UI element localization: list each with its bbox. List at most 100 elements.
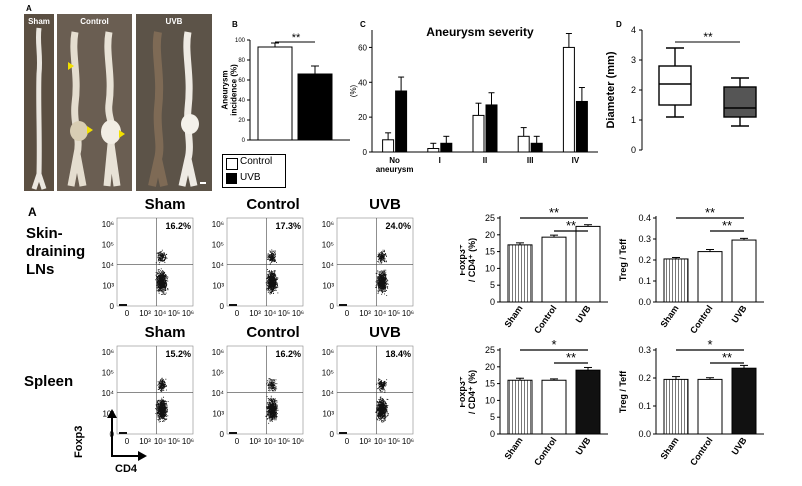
b-ytick-label: 60 — [238, 78, 245, 84]
facs-xtick-label: 0 — [345, 437, 350, 446]
facs-ytick-label: 10³ — [212, 282, 224, 291]
facs-percent-0: 16.2% — [165, 221, 191, 231]
row-label-line-2: draining — [26, 243, 86, 260]
facs-ytick-label: 0 — [330, 430, 335, 439]
chart-d-diameter-box: 0 1 2 3 4 Diameter (mm) ** — [605, 25, 757, 155]
bar-ytick-label: 0.1 — [638, 276, 651, 286]
bar-ytick-label: 20 — [485, 362, 495, 372]
bar-ylabel: Foxp3⁺/ CD4⁺ (%) — [460, 370, 477, 414]
bar-ytick-label: 0.4 — [638, 213, 651, 223]
bar-ytick-label: 10 — [485, 263, 495, 273]
sig-label-short: ** — [722, 218, 732, 233]
c-bar-uvb — [575, 100, 588, 153]
facs-ytick-label: 0 — [220, 430, 225, 439]
facs-percent-1: 17.3% — [275, 221, 301, 231]
facs-percent-0: 15.2% — [165, 349, 191, 359]
facs-xtick-label: 0 — [125, 437, 130, 446]
bar-ytick-label: 0 — [490, 429, 495, 439]
facs-dots — [155, 249, 169, 295]
c-xtick-label: I — [439, 156, 441, 165]
bar-xtick-label: UVB — [730, 303, 749, 325]
facs-xtick-label: 10³ — [359, 309, 371, 317]
facs-ytick-label: 0 — [330, 302, 335, 311]
b-bar-uvb — [297, 73, 333, 141]
facs-xtick-label: 10⁴ — [154, 309, 167, 317]
facs-ytick-label: 10⁴ — [102, 389, 115, 398]
sig-label-long: * — [707, 338, 712, 352]
col-head-uvb-1: UVB — [369, 196, 401, 213]
facs-xtick-label: 0 — [125, 309, 130, 317]
d-sig-label: ** — [703, 30, 713, 44]
col-head-sham-1: Sham — [144, 196, 186, 213]
legend-label-uvb: UVB — [240, 172, 261, 183]
facs-xtick-label: 10⁶ — [292, 309, 304, 317]
c-bar-control — [472, 114, 485, 153]
facs-ytick-label: 10⁵ — [102, 241, 114, 250]
facs-ytick-label: 10³ — [102, 282, 114, 291]
bar-ytick-label: 5 — [490, 412, 495, 422]
facs-dots — [265, 249, 279, 295]
c-bar-control — [517, 135, 530, 153]
b-ytick-label: 40 — [238, 98, 245, 104]
bar-xtick-label: Sham — [658, 303, 680, 329]
facs-xtick-label: 10⁶ — [402, 309, 414, 317]
facs-xtick-label: 10⁴ — [374, 437, 387, 446]
facs-ytick-label: 0 — [220, 302, 225, 311]
facs-xtick-label: 10⁶ — [402, 437, 414, 446]
bar-xtick-label: Control — [688, 435, 715, 467]
b-ylabel: Aneurysmincidence (%) — [221, 64, 239, 116]
bar-ytick-label: 15 — [485, 379, 495, 389]
chart-b-aneurysm-incidence: 0 20 40 60 80 100 ** Aneurysmincidence (%) — [221, 32, 350, 144]
facs-xtick-label: 10⁵ — [168, 437, 180, 446]
facs-ytick-label: 10⁴ — [322, 389, 335, 398]
row-label-spleen: Spleen — [24, 373, 74, 390]
bar-xtick-label: Sham — [658, 435, 680, 461]
chart-ln-foxp3: 0 5 10 15 20 25 Foxp3⁺/ CD4⁺ (%) Sham Control UVB… — [460, 206, 608, 335]
axis-arrows — [107, 409, 147, 461]
facs-xtick-label: 10³ — [139, 309, 151, 317]
row-label-line-3: LNs — [26, 261, 55, 278]
facs-plot-frame — [336, 217, 414, 307]
b-ytick-label: 80 — [238, 58, 245, 64]
facs-baseline-dots — [339, 432, 347, 434]
facs-dots — [155, 377, 169, 423]
facs-ytick-label: 10⁵ — [102, 369, 114, 378]
facs-baseline-dots — [119, 304, 127, 306]
bar-ytick-label: 0.1 — [638, 401, 651, 411]
bar-ytick-label: 0 — [490, 297, 495, 307]
bar-xtick-label: Control — [532, 303, 559, 335]
facs-ytick-label: 10³ — [322, 282, 334, 291]
facs-xtick-label: 10⁶ — [292, 437, 304, 446]
photo-sham: Sham — [24, 14, 54, 191]
facs-ytick-label: 10⁶ — [322, 220, 334, 229]
c-bar-uvb — [395, 90, 408, 153]
bar-sham — [663, 378, 689, 435]
facs-dots — [265, 378, 279, 424]
c-xtick-label: III — [527, 156, 534, 165]
row-label-line-1: Skin- — [26, 225, 63, 242]
bar-ylabel: Treg / Teff — [618, 370, 628, 413]
bar-xtick-label: Control — [532, 435, 559, 467]
legend-label-control: Control — [240, 156, 273, 167]
facs-ytick-label: 10⁶ — [212, 220, 224, 229]
b-bar-control — [257, 46, 293, 141]
c-bar-control — [382, 139, 395, 153]
facs-ytick-label: 10⁵ — [212, 369, 224, 378]
c-ytick-label: 20 — [358, 113, 367, 122]
facs-xtick-label: 10³ — [249, 437, 261, 446]
bar-xtick-label: Control — [688, 303, 715, 335]
bar-ytick-label: 0.0 — [638, 297, 651, 307]
bar-uvb — [731, 367, 757, 435]
legend-control-uvb: Control UVB — [222, 154, 286, 188]
c-bar-uvb — [440, 142, 453, 153]
legend-swatch-control — [226, 158, 238, 170]
facs-ytick-label: 0 — [110, 302, 115, 311]
sig-label-short: ** — [566, 350, 576, 365]
bar-ytick-label: 10 — [485, 395, 495, 405]
facs-ytick-label: 10⁴ — [212, 389, 225, 398]
panel-c-letter: C — [360, 20, 366, 29]
bar-control — [541, 236, 567, 303]
sig-label-short: ** — [722, 350, 732, 365]
row-label-skin-draining-lns: Skin- draining LNs — [26, 225, 85, 279]
